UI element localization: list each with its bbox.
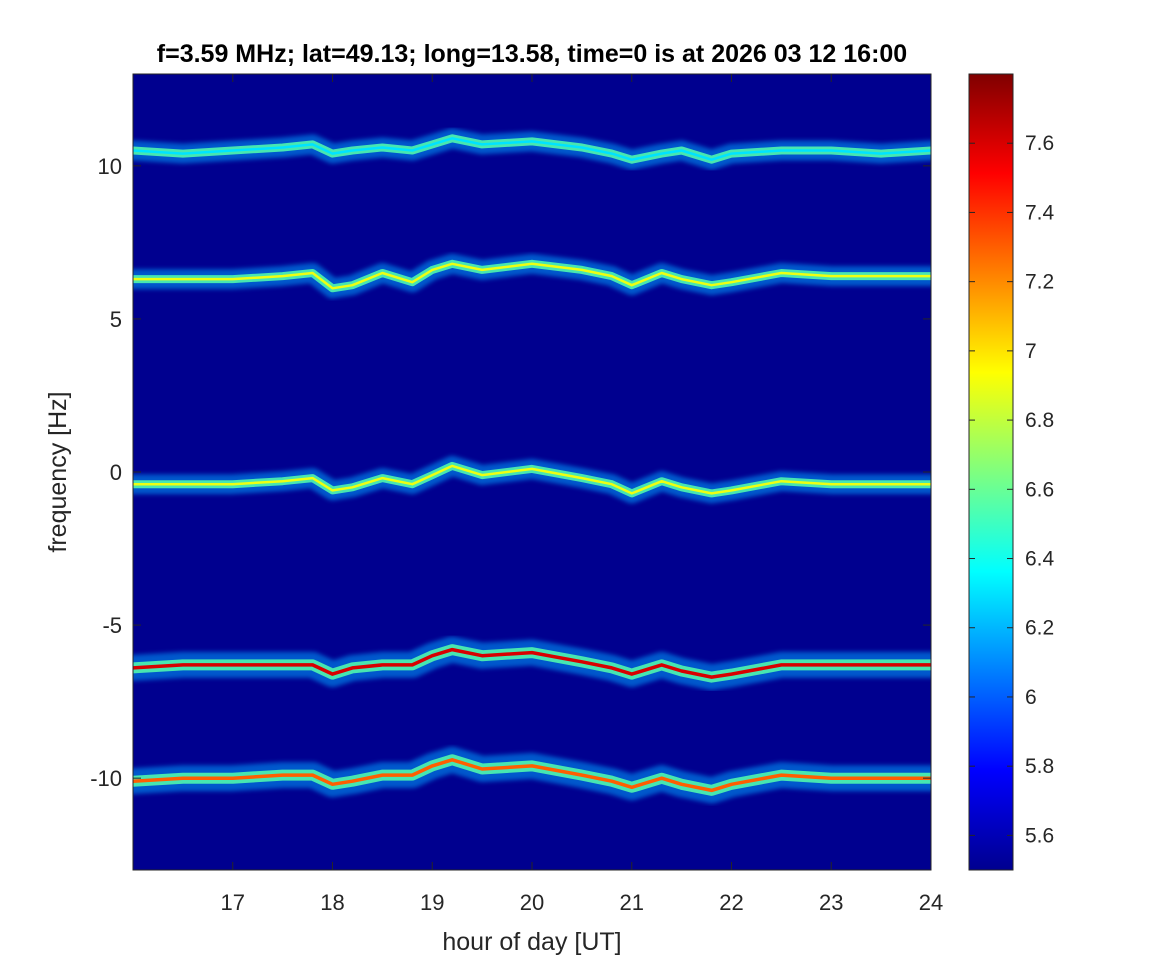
trace-5 — [133, 758, 931, 793]
trace-3 — [133, 464, 931, 495]
traces-layer — [133, 128, 931, 804]
colorbar-tick-label: 7.6 — [1025, 132, 1054, 155]
y-tick-label: -10 — [90, 766, 122, 791]
x-axis-label: hour of day [UT] — [442, 928, 621, 956]
x-tick-label: 19 — [420, 890, 444, 915]
x-tick-label: 18 — [320, 890, 344, 915]
colorbar-tick-label: 7.2 — [1025, 271, 1054, 294]
trace-2 — [133, 262, 931, 290]
colorbar — [968, 73, 1014, 871]
x-tick-label: 21 — [620, 890, 644, 915]
trace-1 — [133, 137, 931, 161]
x-tick-label: 17 — [221, 890, 245, 915]
x-axis: 17 18 19 20 21 22 23 24 — [221, 74, 943, 915]
colorbar-tick-label: 6.4 — [1025, 548, 1055, 571]
colorbar-ticks: 5.6 5.8 6 6.2 6.4 6.6 6.8 7 7.2 7.4 7.6 — [969, 132, 1055, 847]
y-axis: 10 5 0 -5 -10 — [90, 154, 931, 791]
colorbar-tick-label: 7 — [1025, 340, 1037, 363]
x-tick-label: 22 — [719, 890, 743, 915]
y-tick-label: 0 — [110, 460, 122, 485]
colorbar-tick-label: 6.6 — [1025, 478, 1054, 501]
colorbar-tick-label: 6 — [1025, 686, 1037, 709]
x-tick-label: 24 — [919, 890, 943, 915]
colorbar-tick-label: 6.8 — [1025, 409, 1054, 432]
trace-4 — [133, 647, 931, 679]
y-axis-label: frequency [Hz] — [44, 391, 72, 552]
x-tick-label: 20 — [520, 890, 544, 915]
y-tick-label: 10 — [98, 154, 122, 179]
plot-frame — [132, 73, 932, 871]
colorbar-tick-label: 7.4 — [1025, 201, 1055, 224]
colorbar-tick-label: 5.8 — [1025, 755, 1054, 778]
colorbar-tick-label: 5.6 — [1025, 824, 1054, 847]
y-tick-label: 5 — [110, 307, 122, 332]
x-tick-label: 23 — [819, 890, 843, 915]
chart-title: f=3.59 MHz; lat=49.13; long=13.58, time=… — [157, 40, 907, 68]
y-tick-label: -5 — [102, 613, 122, 638]
colorbar-tick-label: 6.2 — [1025, 617, 1054, 640]
